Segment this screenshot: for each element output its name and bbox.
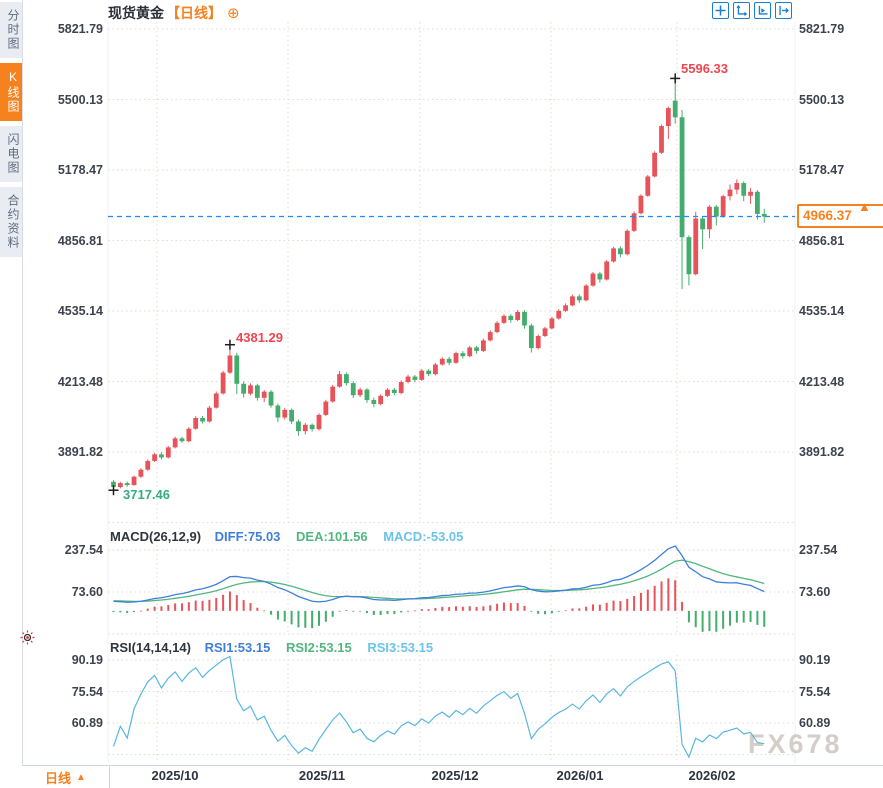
add-indicator-icon[interactable]: ⊕ (227, 5, 240, 22)
rsi1-value: RSI1:53.15 (204, 640, 271, 655)
x-axis-label: 2026/01 (556, 768, 604, 783)
sidebar-tab-item[interactable]: 合约资料 (0, 187, 22, 257)
annotation-high: 5596.33 (681, 61, 728, 76)
rsi3-value: RSI3:53.15 (367, 640, 434, 655)
price-axis-label: 4856.81 (57, 233, 103, 248)
price-axis-label: 5500.13 (57, 92, 103, 107)
price-axis-label: 5178.47 (799, 163, 845, 177)
x-axis-label: 2026/02 (688, 768, 736, 783)
rsi-axis-label: 90.19 (71, 653, 103, 667)
sidebar-tab-item[interactable]: 闪电图 (0, 126, 22, 182)
rsi-title: RSI(14,14,14) (110, 640, 191, 655)
annotation-swing-high: 4381.29 (236, 330, 283, 345)
sidebar-tab-item[interactable]: 分时图 (0, 2, 22, 58)
annotation-low: 3717.46 (123, 487, 170, 502)
rsi-axis-label: 90.19 (799, 653, 831, 667)
macd-dea-value: DEA:101.56 (296, 529, 368, 544)
price-axis-label: 5821.79 (57, 22, 103, 36)
playback-icon[interactable] (754, 2, 771, 19)
macd-header: MACD(26,12,9) DIFF:75.03 DEA:101.56 MACD… (110, 529, 463, 544)
x-axis-label: 2025/10 (151, 768, 199, 783)
chart-header: 现货黄金 【日线】 ⊕ (108, 3, 240, 23)
price-axis-label: 4213.48 (799, 374, 845, 389)
time-axis-bar (0, 765, 883, 788)
indicator-settings-icon[interactable] (20, 630, 35, 645)
price-axis-label: 3891.82 (57, 445, 103, 459)
macd-macd-value: MACD:-53.05 (383, 529, 464, 544)
crosshair-icon[interactable] (712, 2, 729, 19)
watermark: FX678 (748, 729, 843, 759)
chart-toolbar (712, 2, 792, 19)
rsi-axis-label: 75.54 (799, 684, 831, 699)
macd-axis-label: 73.60 (71, 585, 103, 599)
price-axis-label: 4856.81 (799, 233, 845, 248)
price-axis-label: 3891.82 (799, 445, 845, 459)
x-axis-label: 2025/11 (298, 768, 346, 783)
x-axis-label: 2025/12 (431, 768, 479, 783)
rsi-axis-label: 60.89 (71, 716, 103, 730)
rsi-header: RSI(14,14,14) RSI1:53.15 RSI2:53.15 RSI3… (110, 640, 433, 655)
last-price-tag: 4966.37 (797, 204, 883, 229)
price-axis-label: 5178.47 (57, 163, 103, 177)
jump-to-latest-icon[interactable] (775, 2, 792, 19)
rsi-axis-label: 60.89 (799, 716, 831, 730)
price-axis-label: 4535.14 (799, 304, 845, 318)
macd-axis-label: 237.54 (799, 543, 838, 557)
rsi2-value: RSI2:53.15 (285, 640, 352, 655)
price-axis-label: 5821.79 (799, 22, 845, 36)
x-axis-scale-icon[interactable] (733, 2, 750, 19)
macd-axis-label: 73.60 (799, 585, 831, 599)
price-axis-label: 5500.13 (799, 92, 845, 107)
symbol-title: 现货黄金 (108, 5, 164, 21)
corner-cell (0, 765, 23, 788)
sidebar-tab-active[interactable]: K线图 (0, 63, 22, 121)
period-label: 日线 (45, 770, 72, 786)
macd-title: MACD(26,12,9) (110, 529, 202, 544)
sidebar: 分时图 K线图闪电图合约资料 (0, 0, 23, 765)
macd-axis-label: 237.54 (64, 543, 103, 557)
rsi-axis-label: 75.54 (71, 684, 103, 699)
price-up-arrow-icon: ▲ (858, 199, 871, 215)
price-axis-label: 4535.14 (57, 304, 103, 318)
period-selector-button[interactable]: 日线 ▲ (22, 766, 110, 788)
period-arrow-icon: ▲ (76, 771, 86, 783)
period-tag: 【日线】 (166, 5, 222, 21)
macd-diff-value: DIFF:75.03 (214, 529, 281, 544)
price-axis-label: 4213.48 (57, 374, 103, 389)
